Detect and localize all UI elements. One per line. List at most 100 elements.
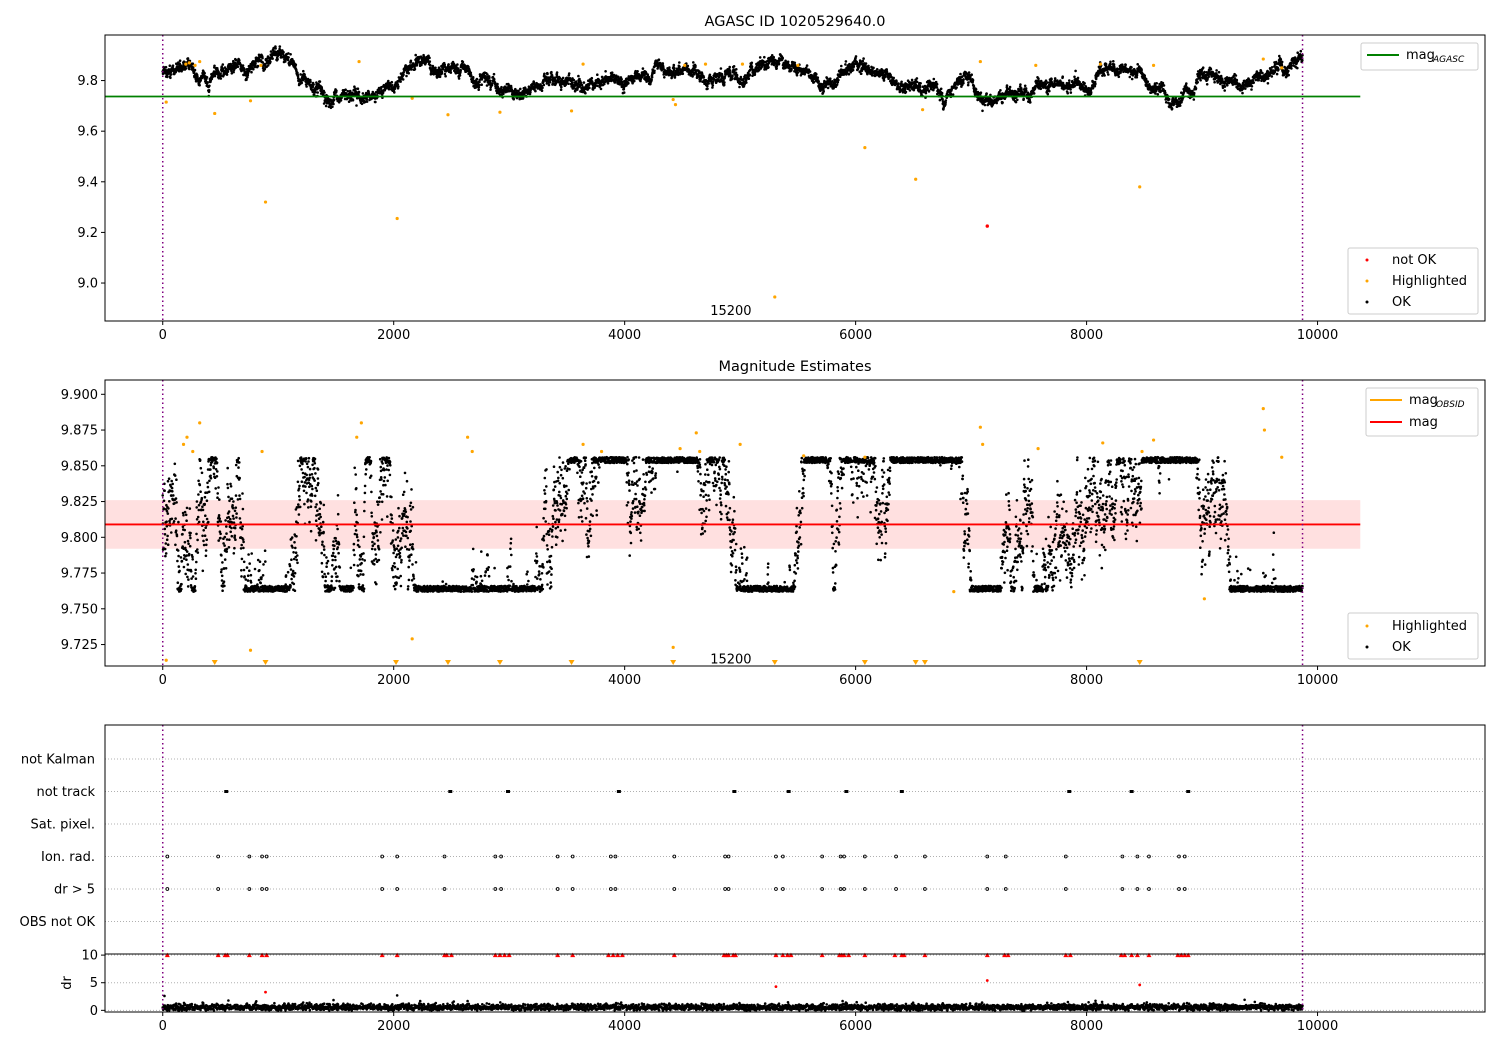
ok-point xyxy=(405,74,408,78)
ok-point xyxy=(500,85,503,89)
ok-point xyxy=(1069,88,1072,91)
ok-point xyxy=(559,88,563,91)
ok-point xyxy=(772,55,775,59)
ok-point xyxy=(558,76,562,80)
ok-point xyxy=(653,69,656,73)
ok-point xyxy=(753,72,757,76)
ok-point xyxy=(550,70,553,74)
ok-point xyxy=(838,75,842,78)
ok-point xyxy=(1005,84,1009,87)
ok-point xyxy=(496,82,499,86)
ok-point xyxy=(171,64,175,67)
ok-point xyxy=(650,75,654,79)
ok-point xyxy=(269,60,272,64)
ok-point xyxy=(738,85,741,89)
ok-point xyxy=(250,70,253,74)
ok-point xyxy=(840,64,843,68)
ok-point xyxy=(1192,91,1196,95)
ok-point xyxy=(1074,69,1077,73)
ok-point xyxy=(580,83,584,87)
ok-point xyxy=(864,62,868,65)
ok-point xyxy=(1076,76,1080,80)
ok-point xyxy=(303,73,306,76)
ok-point xyxy=(428,60,432,63)
ok-point xyxy=(546,72,549,76)
ok-point xyxy=(1241,91,1244,95)
ok-point xyxy=(232,70,235,74)
ok-point xyxy=(1136,63,1139,66)
ok-point xyxy=(497,88,500,91)
ok-point xyxy=(322,102,326,105)
ok-point xyxy=(254,62,257,65)
ok-point xyxy=(852,65,856,68)
ok-point xyxy=(786,60,790,64)
ok-point xyxy=(286,58,290,62)
ok-point xyxy=(1128,75,1132,79)
ok-point xyxy=(469,74,473,77)
ok-point xyxy=(444,74,447,78)
ok-point xyxy=(837,78,840,82)
ok-point xyxy=(548,80,552,84)
ok-point xyxy=(287,52,290,55)
ok-point xyxy=(1117,75,1121,79)
ok-point xyxy=(735,73,739,77)
ok-point xyxy=(371,90,375,94)
ok-point xyxy=(1032,92,1036,95)
ok-point xyxy=(951,93,955,96)
ok-point xyxy=(572,78,576,82)
ok-point xyxy=(478,80,481,84)
ok-point xyxy=(571,81,574,84)
ok-point xyxy=(289,53,292,56)
ok-point xyxy=(488,76,491,80)
ok-point xyxy=(1192,98,1196,101)
ok-point xyxy=(1001,101,1004,104)
ok-point xyxy=(617,75,620,79)
ok-point xyxy=(610,71,614,74)
ok-point xyxy=(1213,80,1216,84)
ok-point xyxy=(678,65,681,68)
ok-point xyxy=(777,62,781,65)
ok-point xyxy=(429,64,432,67)
ok-point xyxy=(1023,84,1027,88)
ok-point xyxy=(702,76,706,79)
ok-point xyxy=(1089,91,1093,94)
ok-point xyxy=(582,81,586,84)
ok-point xyxy=(763,55,766,59)
ok-point xyxy=(1046,92,1050,96)
ok-point xyxy=(584,91,587,95)
ok-point xyxy=(641,67,645,70)
ok-point xyxy=(1069,91,1073,94)
ok-point xyxy=(199,78,202,82)
ok-point xyxy=(243,68,246,71)
ok-point xyxy=(541,86,544,89)
ok-point xyxy=(261,61,265,64)
ok-point xyxy=(719,67,723,70)
ok-point xyxy=(900,80,903,84)
ok-point xyxy=(169,76,172,80)
ok-point xyxy=(168,68,171,71)
ok-point xyxy=(728,69,732,72)
ok-point xyxy=(748,68,752,72)
ok-point xyxy=(729,72,732,76)
ok-point xyxy=(603,82,606,86)
ok-point xyxy=(627,81,630,85)
ok-point xyxy=(475,77,479,81)
ok-point xyxy=(596,73,599,76)
ok-point xyxy=(970,73,973,76)
ok-point xyxy=(302,69,305,73)
ok-point xyxy=(723,75,727,78)
ok-point xyxy=(915,77,919,80)
ok-point xyxy=(471,76,475,79)
ok-point xyxy=(344,88,347,91)
ok-point xyxy=(1016,98,1019,102)
ok-point xyxy=(443,72,447,76)
ok-point xyxy=(1107,73,1110,76)
ok-point xyxy=(1109,62,1112,66)
ok-point xyxy=(808,70,812,73)
ok-point xyxy=(1146,80,1150,83)
ok-point xyxy=(252,67,255,71)
ok-point xyxy=(926,87,929,90)
ok-point xyxy=(1029,101,1032,104)
ok-point xyxy=(588,86,591,90)
